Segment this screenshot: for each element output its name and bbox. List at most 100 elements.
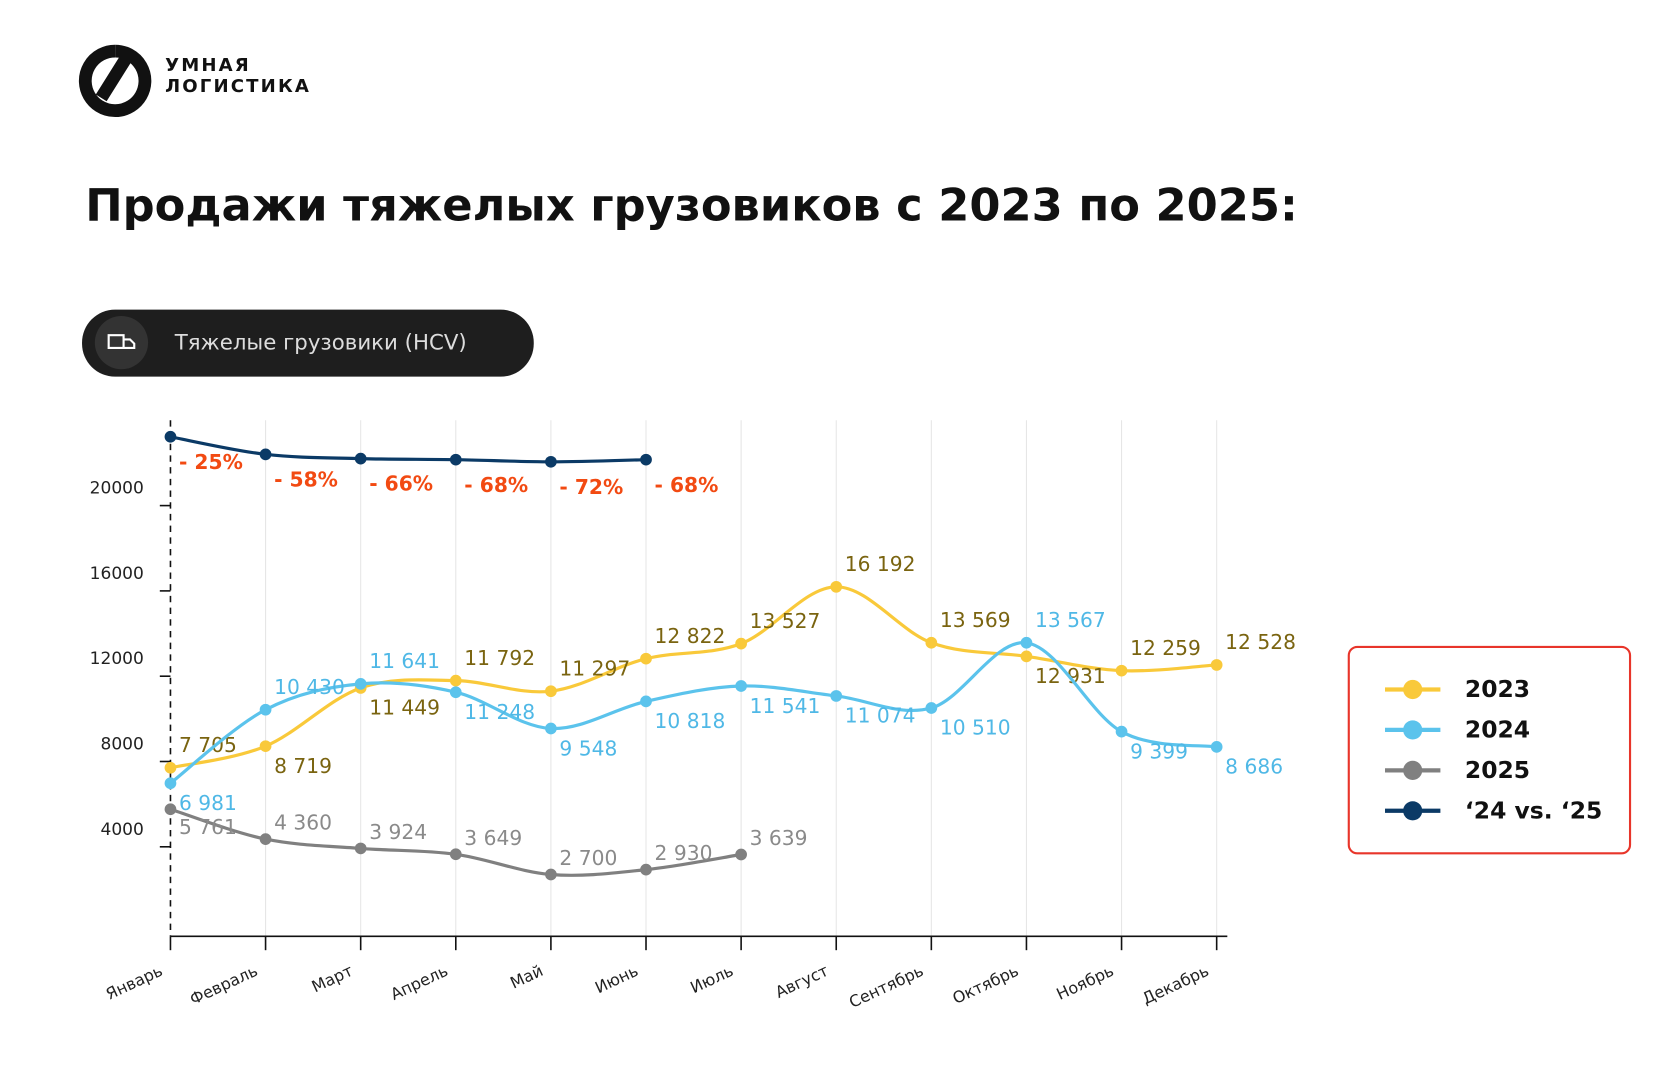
filter-label: Тяжелые грузовики (HCV) (174, 331, 467, 356)
point (164, 777, 177, 790)
data-label: 10 510 (940, 716, 1011, 740)
x-tick-label: Май (507, 961, 546, 993)
data-label: 16 192 (845, 552, 916, 576)
data-label: - 66% (369, 472, 433, 496)
legend-label: 2024 (1465, 716, 1530, 744)
data-label: 11 449 (369, 696, 440, 720)
point (1210, 741, 1223, 753)
x-tick-label: Февраль (187, 961, 261, 1009)
legend-dot (1403, 720, 1423, 740)
point (1115, 725, 1128, 738)
data-label: - 68% (464, 473, 528, 497)
point (449, 453, 462, 466)
data-label: 4 360 (274, 811, 332, 835)
point (354, 678, 367, 690)
data-label: 10 818 (655, 709, 726, 733)
point (545, 455, 557, 468)
x-tick-label: Декабрь (1139, 961, 1212, 1008)
data-label: 3 924 (369, 820, 427, 844)
data-label: 2 930 (655, 841, 713, 865)
data-label: 3 649 (464, 826, 522, 850)
y-tick-label: 16000 (90, 564, 144, 584)
data-label: 11 074 (845, 704, 916, 728)
point (735, 680, 747, 692)
point (449, 686, 462, 699)
x-tick-label: Апрель (388, 961, 451, 1004)
point (735, 637, 747, 650)
legend-box (1347, 645, 1632, 855)
point (545, 868, 557, 881)
logo: УМНАЯ ЛОГИСТИКА (78, 44, 311, 118)
data-label: 3 639 (750, 826, 808, 850)
point (925, 636, 938, 649)
series-line (170, 435, 647, 464)
series-line (169, 641, 1217, 785)
x-tick-label: Июнь (592, 961, 641, 997)
x-tick-label: Август (772, 961, 831, 1002)
legend-label: 2025 (1465, 756, 1530, 784)
data-label: 13 569 (940, 608, 1011, 632)
point (1020, 636, 1033, 649)
x-tick-label: Июль (687, 961, 736, 997)
data-label: 12 528 (1225, 630, 1296, 654)
point (735, 848, 747, 861)
data-label: 8 719 (274, 754, 332, 778)
truck-icon (107, 334, 136, 350)
point (259, 448, 272, 461)
point (640, 652, 652, 665)
data-label: 10 430 (274, 675, 345, 699)
point (830, 580, 843, 593)
point (545, 722, 557, 735)
chart-title: Продажи тяжелых грузовиков с 2023 по 202… (85, 179, 1298, 232)
legend-dot (1403, 679, 1423, 700)
point (164, 430, 177, 443)
data-label: 12 259 (1130, 636, 1201, 660)
legend-dot (1403, 801, 1423, 821)
data-label: 11 641 (369, 649, 440, 673)
point (640, 863, 652, 876)
x-tick-label: Январь (103, 961, 166, 1004)
point (259, 703, 272, 716)
data-label: 5 761 (179, 815, 237, 839)
point (1115, 664, 1128, 677)
x-tick-label: Октябрь (950, 961, 1022, 1008)
data-label: - 72% (559, 475, 623, 499)
legend-label: ‘24 vs. ‘25 (1465, 796, 1602, 824)
data-label: 11 792 (464, 646, 535, 670)
logo-icon (78, 44, 152, 118)
legend-label: 2023 (1465, 675, 1530, 703)
data-label: 9 548 (559, 736, 617, 760)
filter-pill[interactable] (82, 309, 534, 377)
point (164, 761, 177, 774)
point (545, 685, 557, 698)
data-label: 2 700 (559, 846, 617, 870)
legend-dot (1403, 760, 1423, 780)
data-label: - 25% (179, 450, 243, 474)
point (925, 702, 938, 714)
point (449, 848, 462, 861)
data-label: 8 686 (1225, 755, 1283, 779)
y-tick-label: 12000 (90, 649, 144, 669)
point (640, 695, 652, 708)
point (1020, 650, 1033, 663)
point (449, 674, 462, 687)
x-tick-label: Сентябрь (846, 961, 926, 1012)
data-label: 13 527 (750, 609, 821, 633)
truck-icon-bg (94, 316, 149, 370)
point (259, 833, 272, 845)
logo-text: ЛОГИСТИКА (165, 76, 311, 97)
x-tick-label: Ноябрь (1053, 961, 1116, 1004)
data-label: 9 399 (1130, 739, 1188, 763)
point (830, 690, 843, 702)
data-label: - 58% (274, 467, 338, 491)
point (259, 740, 272, 753)
data-label: 13 567 (1035, 608, 1106, 632)
x-tick-label: Март (309, 961, 356, 996)
point (164, 803, 177, 816)
point (1210, 659, 1223, 671)
data-label: 11 541 (750, 694, 821, 718)
logo-text: УМНАЯ (165, 55, 251, 76)
y-tick-label: 8000 (100, 734, 143, 754)
point (354, 452, 367, 465)
